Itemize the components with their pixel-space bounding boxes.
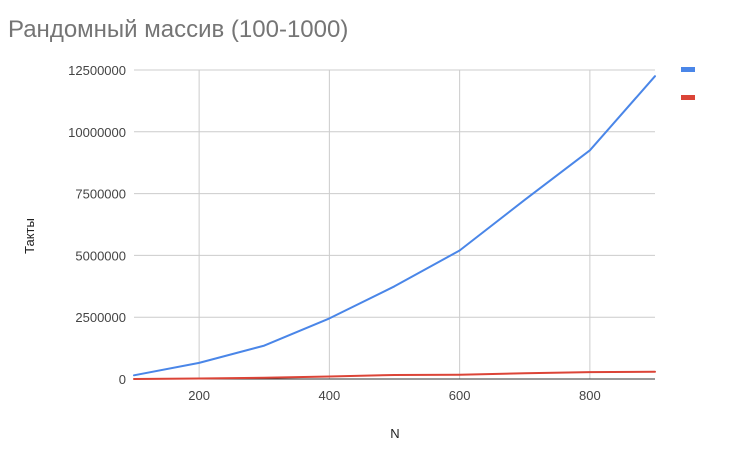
x-axis-label: N — [390, 426, 399, 441]
x-tick-label: 400 — [319, 388, 341, 403]
legend-swatch-1 — [681, 67, 695, 72]
y-axis-label: Такты — [22, 218, 37, 254]
x-tick-label: 200 — [188, 388, 210, 403]
grid-lines — [134, 69, 655, 379]
series-line-1 — [133, 75, 656, 377]
y-tick-label: 5000000 — [75, 248, 126, 263]
y-tick-labels: 0 2500000 5000000 7500000 10000000 12500000 — [68, 63, 126, 387]
y-tick-label: 12500000 — [68, 63, 126, 78]
x-tick-label: 600 — [449, 388, 471, 403]
series-line-2 — [133, 370, 656, 380]
series-lines — [133, 75, 656, 380]
x-tick-labels: 200 400 600 800 — [188, 388, 600, 403]
y-tick-label: 0 — [119, 372, 126, 387]
chart-title: Рандомный массив (100-1000) — [8, 16, 349, 43]
legend-swatch-2 — [681, 95, 695, 100]
legend — [681, 67, 695, 100]
y-tick-label: 2500000 — [75, 310, 126, 325]
y-tick-label: 7500000 — [75, 187, 126, 202]
y-tick-label: 10000000 — [68, 125, 126, 140]
x-tick-label: 800 — [579, 388, 601, 403]
